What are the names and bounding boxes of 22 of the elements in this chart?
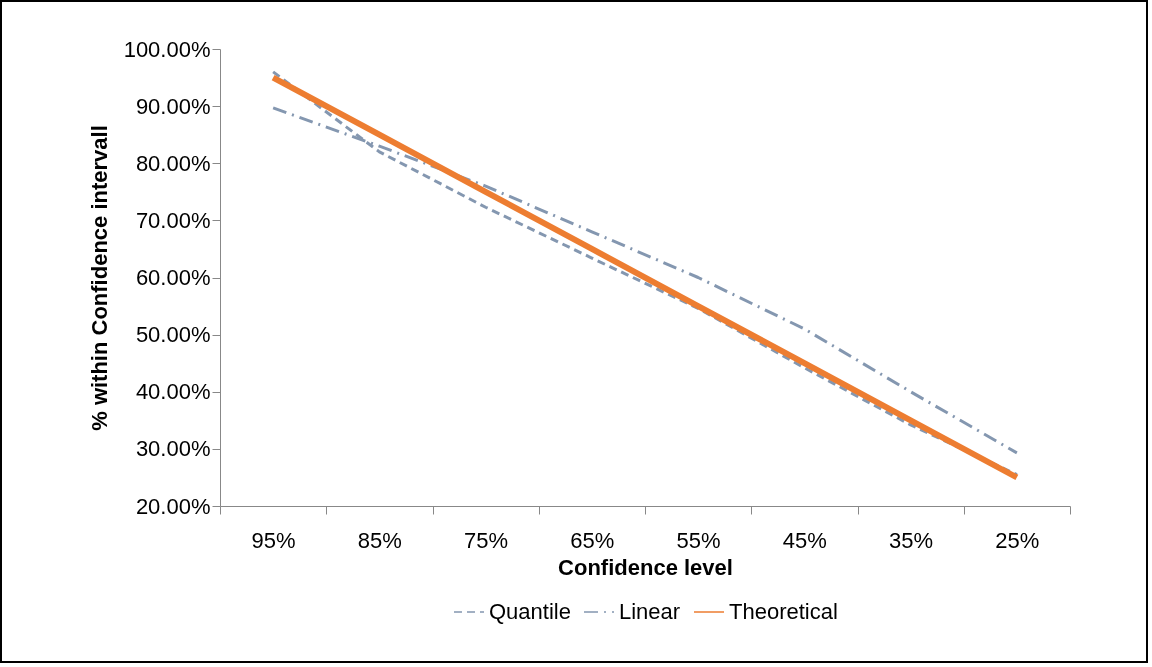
x-tick-label: 65% [570, 527, 615, 553]
y-tick-label: 70.00% [135, 207, 211, 233]
x-axis-title: Confidence level [558, 554, 733, 580]
y-tick-label: 20.00% [135, 493, 211, 519]
y-tick-label: 90.00% [135, 93, 211, 119]
y-tick-label: 100.00% [123, 36, 211, 62]
x-tick-label: 35% [889, 527, 934, 553]
x-tick-label: 95% [251, 527, 296, 553]
y-tick-label: 40.00% [135, 379, 211, 405]
y-tick-label: 50.00% [135, 322, 211, 348]
x-tick-label: 55% [676, 527, 721, 553]
x-tick-label: 45% [782, 527, 827, 553]
y-tick-label: 60.00% [135, 265, 211, 290]
x-tick-label: 85% [357, 527, 402, 553]
legend-label: Linear [619, 599, 681, 624]
x-tick-label: 25% [995, 527, 1040, 553]
y-tick-label: 30.00% [135, 436, 211, 462]
x-tick-label: 75% [464, 527, 509, 553]
legend-label: Theoretical [729, 599, 838, 624]
y-axis-title: % within Confidence intervall [86, 125, 112, 431]
y-tick-label: 80.00% [135, 150, 211, 176]
legend-label: Quantile [489, 599, 571, 624]
